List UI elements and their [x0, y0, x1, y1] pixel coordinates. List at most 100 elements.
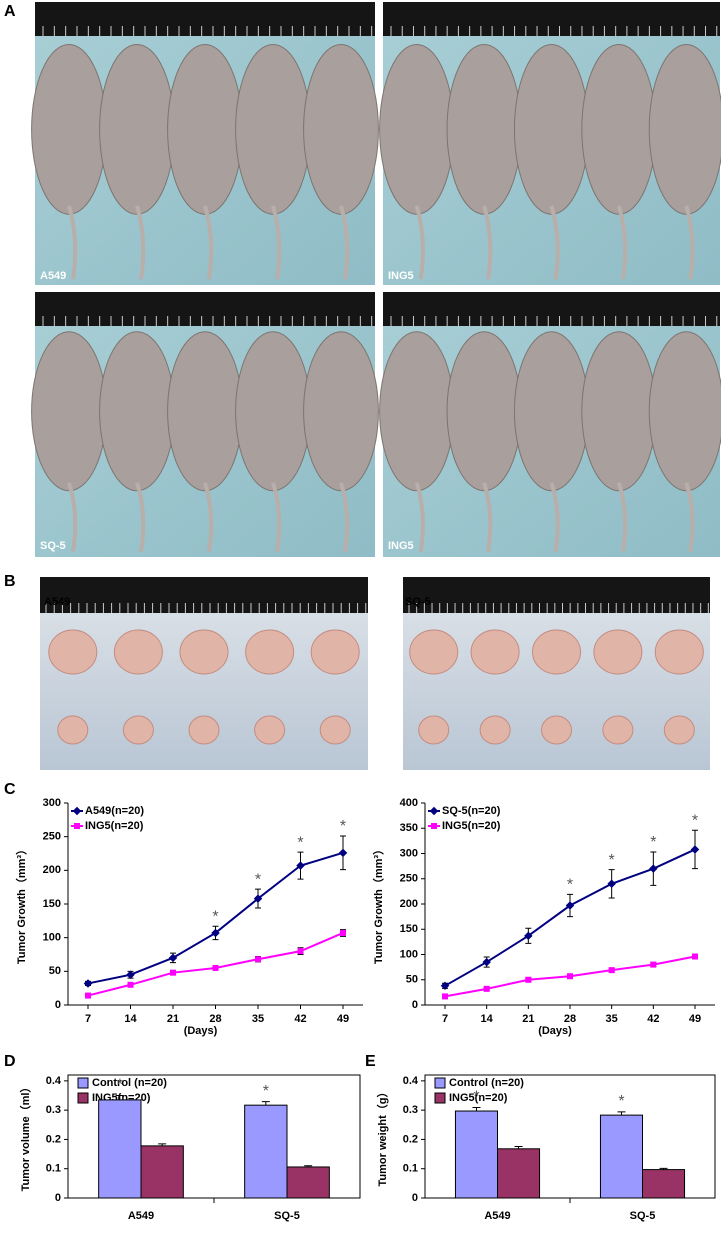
- x-tick-label: 14: [481, 1013, 494, 1025]
- point: [607, 879, 616, 889]
- mouse: [31, 43, 107, 215]
- ruler: [35, 2, 375, 36]
- error-bar: [261, 1101, 270, 1106]
- tumor: [57, 715, 89, 745]
- ruler: [40, 577, 368, 613]
- panel-label: E: [365, 1053, 376, 1070]
- panel-label: D: [4, 1053, 16, 1070]
- y-tick-label: 300: [400, 847, 418, 859]
- tail: [482, 205, 493, 280]
- point: [650, 961, 657, 968]
- y-axis-label: Tumor weight（g）: [376, 1086, 389, 1186]
- mouse: [581, 43, 657, 215]
- tumor: [310, 629, 360, 675]
- bar: [140, 1145, 184, 1199]
- tumor: [663, 715, 695, 745]
- y-tick-label: 150: [400, 923, 418, 935]
- tumor: [541, 715, 572, 745]
- legend-marker: [431, 823, 437, 829]
- y-tick-label: 0: [55, 1192, 61, 1204]
- ruler: [35, 292, 375, 326]
- y-tick-label: 250: [400, 873, 418, 885]
- tumor: [245, 629, 295, 675]
- tumor: [602, 715, 634, 745]
- legend-swatch: [77, 1077, 89, 1089]
- bar: [286, 1166, 330, 1199]
- x-tick-label: A549: [484, 1210, 510, 1222]
- bar: [642, 1169, 686, 1199]
- tail: [203, 482, 214, 553]
- photo-label: A549: [44, 596, 70, 608]
- point: [565, 901, 575, 910]
- mouse: [99, 331, 175, 492]
- y-tick-label: 0.1: [403, 1163, 418, 1175]
- x-axis-label: (Days): [538, 1025, 572, 1037]
- point: [442, 993, 448, 1000]
- mouse: [581, 331, 657, 492]
- mouse: [167, 43, 243, 215]
- mouse: [235, 331, 311, 492]
- legend-label: Control (n=20): [449, 1077, 524, 1089]
- significance-mark: *: [297, 834, 303, 851]
- mouse: [648, 331, 721, 492]
- legend-swatch: [77, 1092, 89, 1104]
- y-tick-label: 250: [43, 831, 61, 843]
- point: [524, 931, 533, 941]
- series-line: [444, 848, 696, 987]
- error-bar: [115, 1095, 124, 1100]
- point: [83, 979, 93, 988]
- legend-marker: [72, 806, 82, 816]
- tail: [414, 205, 425, 280]
- point: [85, 992, 91, 999]
- y-tick-label: 200: [400, 898, 418, 910]
- y-axis-label: Tumor Growth（mm³）: [372, 844, 385, 964]
- legend-label: SQ-5(n=20): [442, 805, 501, 817]
- legend-label: ING5(n=20): [85, 820, 144, 832]
- point: [525, 976, 532, 983]
- point: [567, 973, 573, 980]
- significance-mark: *: [618, 1093, 624, 1110]
- significance-mark: *: [609, 852, 615, 869]
- error-bar: [617, 1111, 626, 1116]
- tumor: [532, 629, 581, 675]
- mouse: [446, 331, 522, 492]
- tail: [271, 482, 282, 553]
- x-tick-label: 21: [167, 1013, 179, 1025]
- mouse: [379, 43, 455, 215]
- tail: [684, 482, 695, 553]
- legend-swatch: [434, 1077, 446, 1089]
- bar: [244, 1104, 288, 1199]
- tumor: [113, 629, 163, 675]
- tumor: [319, 715, 351, 745]
- bar: [497, 1148, 541, 1199]
- bar: [454, 1110, 499, 1199]
- x-tick-label: 35: [606, 1013, 618, 1025]
- significance-mark: *: [473, 1089, 479, 1106]
- point: [296, 861, 305, 870]
- x-tick-label: 7: [442, 1013, 448, 1025]
- y-tick-label: 0.4: [403, 1075, 419, 1087]
- photo-label: A549: [40, 270, 66, 282]
- point: [127, 981, 134, 988]
- point: [483, 985, 490, 992]
- legend-label: A549(n=20): [85, 805, 144, 817]
- mouse: [99, 43, 175, 215]
- tail: [684, 205, 695, 280]
- tail: [616, 205, 628, 280]
- point: [649, 864, 658, 873]
- legend-swatch: [434, 1092, 446, 1104]
- photo-label: SQ-5: [40, 540, 66, 552]
- tumor: [122, 715, 154, 745]
- point: [170, 969, 176, 976]
- tail: [616, 482, 628, 553]
- y-tick-label: 300: [43, 797, 61, 809]
- photo-label: ING5: [388, 270, 414, 282]
- significance-mark: *: [650, 834, 656, 851]
- ruler: [383, 2, 720, 36]
- point: [338, 848, 348, 858]
- mouse: [513, 43, 590, 215]
- y-tick-label: 0.3: [403, 1104, 418, 1116]
- point: [608, 967, 615, 974]
